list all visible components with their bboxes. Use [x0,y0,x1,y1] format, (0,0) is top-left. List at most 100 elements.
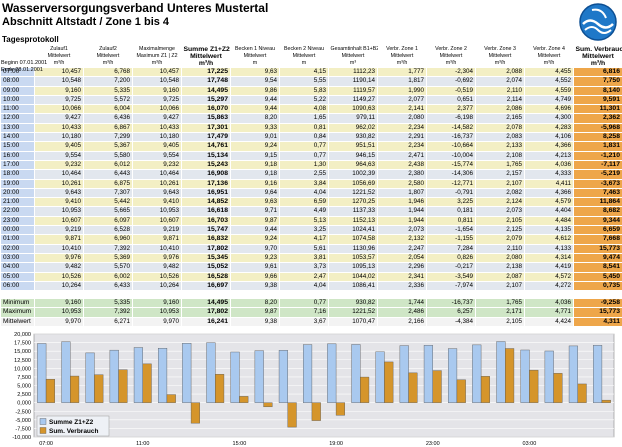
data-cell: 10,548 [132,76,182,87]
summary-cell: -16,737 [426,297,476,309]
data-cell: 9,63 [230,197,280,208]
time-cell: 22:00 [0,206,35,217]
data-cell: 9,871 [34,234,84,245]
time-cell: 15:00 [0,141,35,152]
data-cell: -5,968 [573,122,622,134]
period-begin: Beginn 07.01.2001 [1,60,48,66]
data-cell: 9,405 [34,141,84,152]
summary-cell: 4,771 [524,307,574,318]
summary-cell: 4,311 [573,316,622,327]
bar [351,344,361,403]
data-cell: 3,225 [426,197,476,208]
data-cell: 15,747 [181,225,231,236]
data-cell: 10,457 [132,66,182,78]
data-cell: 4,411 [524,178,574,189]
header-cell [0,53,35,60]
summary-label: Maximum [0,307,35,318]
bar [384,361,394,403]
data-cell: 4,484 [524,215,574,227]
data-cell: 9,160 [34,85,84,96]
data-cell: 10,261 [34,178,84,189]
data-cell: 9,725 [132,94,182,106]
data-cell: 4,106 [524,132,574,143]
y-tick-label: 5,000 [17,384,31,390]
data-cell: 4,04 [279,187,329,199]
x-tick-label: 19:00 [329,441,343,447]
data-cell: 17,301 [181,122,231,134]
data-cell: 8,541 [573,262,622,273]
data-cell: 1,831 [573,141,622,152]
data-cell: 10,464 [132,169,182,180]
data-cell: 2,234 [377,141,427,152]
data-cell: 9,405 [132,141,182,152]
data-cell: 4,552 [524,76,574,87]
column-header: Mittelwert [377,53,427,60]
data-row: 17:00 9,232 6,012 9,232 15,243 9,18 1,30 964,63… [0,159,622,171]
data-cell: 2,124 [475,197,525,208]
data-cell: 7,200 [83,76,133,87]
time-cell: 18:00 [0,169,35,180]
bar [278,350,288,403]
data-cell: 9,410 [132,197,182,208]
y-tick-label: -5,000 [15,418,31,424]
data-cell: 1,807 [377,187,427,199]
data-cell: 1053,57 [328,252,378,264]
bar [311,402,321,421]
logo [579,3,617,41]
data-cell: 10,953 [132,206,182,217]
data-cell: 2,125 [475,225,525,236]
data-cell: 4,04 [279,280,329,292]
data-cell: 9,591 [573,94,622,106]
bar [182,343,192,403]
data-cell: 9,64 [230,187,280,199]
data-cell: 4,15 [279,66,329,78]
data-cell: 4,612 [524,234,574,245]
data-cell: 16,697 [181,280,231,292]
data-cell: 7,307 [83,187,133,199]
data-cell: 1112,23 [328,66,378,78]
bar [544,350,554,403]
data-cell: 0,181 [426,206,476,217]
data-cell: 17,225 [181,66,231,78]
data-cell: 2,087 [475,271,525,282]
summary-cell: 5,335 [83,297,133,309]
data-cell: 964,63 [328,159,378,171]
data-cell: 6,960 [83,234,133,245]
data-cell: 2,377 [426,104,476,115]
data-cell: 10,953 [34,206,84,217]
data-cell: 8,682 [573,206,622,217]
data-row: 05:00 10,526 6,002 10,526 16,528 9,66 2,47 1044… [0,271,622,282]
data-cell: 6,768 [83,66,133,78]
summary-cell: 9,970 [34,316,84,327]
time-cell: 01:00 [0,234,35,245]
x-tick-label: 07:00 [39,441,53,447]
data-row: 09:00 9,160 5,335 9,160 14,495 9,86 5,83 1119,5… [0,85,622,96]
subtitle: Abschnitt Altstadt / Zone 1 bis 4 [2,16,170,28]
data-row: 19:00 10,261 6,875 10,261 17,136 9,16 3,84 1056… [0,178,622,189]
data-cell: -2,304 [426,66,476,78]
data-cell: 9,482 [132,262,182,273]
data-row: 23:00 10,607 6,097 10,607 16,703 9,87 5,13 1152… [0,215,622,227]
bar [520,349,530,403]
data-row: 20:00 9,643 7,307 9,643 16,951 9,64 4,04 1221,5… [0,187,622,199]
data-cell: 2,105 [475,215,525,227]
data-cell: 1,946 [377,197,427,208]
time-cell: 14:00 [0,132,35,143]
header-row: m³/h m³/h m³/h m³/h m m m³ m³/h m³/h m³/h m³/h m³/h [0,60,622,68]
column-header: m³/h [475,60,525,68]
data-cell: -7,117 [573,159,622,171]
legend-swatch [39,427,47,434]
data-cell: 9,44 [230,104,280,115]
data-cell: 2,108 [475,150,525,161]
summary-cell: 14,495 [181,297,231,309]
data-cell: 16,703 [181,215,231,227]
data-cell: 2,080 [377,113,427,124]
data-cell: 9,66 [230,271,280,282]
data-cell: -10,004 [426,150,476,161]
data-cell: 2,074 [475,76,525,87]
column-header: Verbr. Zone 3 [475,46,525,53]
summary-cell: 2,105 [475,316,525,327]
summary-cell: 2,171 [475,307,525,318]
time-cell: 12:00 [0,113,35,124]
data-cell: 0,735 [573,280,622,292]
